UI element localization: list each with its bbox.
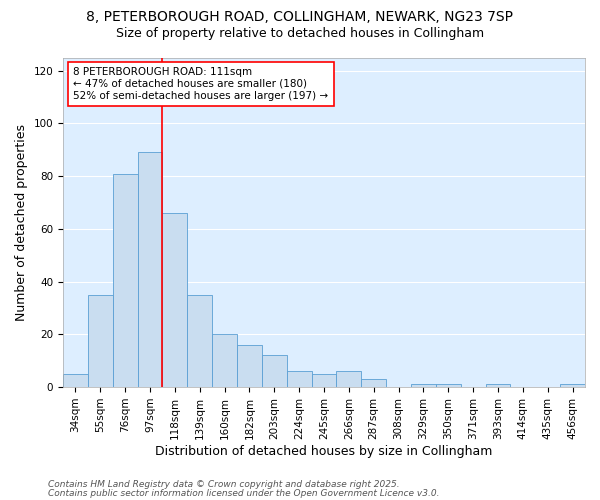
Y-axis label: Number of detached properties: Number of detached properties [15,124,28,321]
Bar [63,374,88,387]
Bar [411,384,436,387]
Bar [187,295,212,387]
Bar [212,334,237,387]
Bar [137,152,163,387]
Bar [163,213,187,387]
Bar [262,356,287,387]
Bar [560,384,585,387]
Text: 8, PETERBOROUGH ROAD, COLLINGHAM, NEWARK, NG23 7SP: 8, PETERBOROUGH ROAD, COLLINGHAM, NEWARK… [86,10,514,24]
Text: Contains HM Land Registry data © Crown copyright and database right 2025.: Contains HM Land Registry data © Crown c… [48,480,400,489]
Bar [361,379,386,387]
Bar [485,384,511,387]
Bar [237,345,262,387]
X-axis label: Distribution of detached houses by size in Collingham: Distribution of detached houses by size … [155,444,493,458]
Bar [287,372,311,387]
Bar [337,372,361,387]
Bar [113,174,137,387]
Text: Size of property relative to detached houses in Collingham: Size of property relative to detached ho… [116,28,484,40]
Bar [88,295,113,387]
Text: 8 PETERBOROUGH ROAD: 111sqm
← 47% of detached houses are smaller (180)
52% of se: 8 PETERBOROUGH ROAD: 111sqm ← 47% of det… [73,68,329,100]
Bar [311,374,337,387]
Text: Contains public sector information licensed under the Open Government Licence v3: Contains public sector information licen… [48,488,439,498]
Bar [436,384,461,387]
